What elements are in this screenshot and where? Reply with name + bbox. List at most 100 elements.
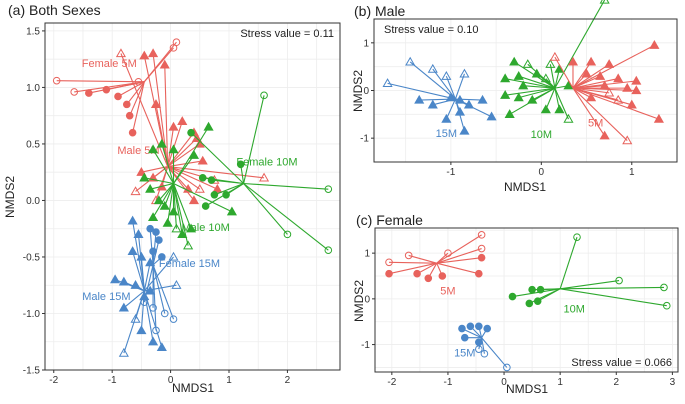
data-point: [136, 325, 147, 335]
data-point: [528, 285, 536, 294]
data-point: [599, 80, 610, 90]
data-point: [139, 172, 150, 182]
x-tick-label: 1: [226, 375, 232, 386]
data-point: [480, 349, 489, 358]
spoke: [152, 53, 169, 167]
data-point: [156, 342, 167, 352]
data-point: [545, 59, 556, 68]
data-point: [503, 363, 511, 372]
data-point: [197, 155, 208, 165]
spoke: [554, 87, 569, 120]
spoke: [554, 0, 606, 89]
data-point: [549, 51, 560, 61]
spoke: [167, 137, 198, 167]
panel-label: (c) Female: [356, 212, 423, 228]
spoke: [152, 149, 174, 184]
spoke: [572, 75, 601, 89]
data-point: [118, 302, 129, 312]
data-point: [454, 106, 465, 116]
data-point: [136, 251, 147, 261]
spoke: [243, 182, 329, 190]
data-point: [210, 191, 219, 199]
data-point: [194, 183, 205, 193]
spoke: [152, 264, 175, 320]
spoke: [388, 262, 437, 275]
data-point: [533, 297, 542, 305]
spoke: [117, 81, 145, 97]
group-female-10m: Female 10M: [187, 91, 333, 254]
y-tick-label: -1: [360, 134, 369, 145]
spoke: [132, 251, 145, 292]
data-point: [404, 251, 413, 260]
data-point: [155, 236, 163, 244]
data-point: [152, 228, 160, 236]
data-point: [133, 229, 144, 239]
spoke: [505, 87, 555, 96]
stress-value: Stress value = 0.066: [571, 357, 672, 369]
x-tick-label: 0: [168, 375, 174, 386]
data-point: [626, 99, 637, 109]
data-point: [477, 244, 486, 253]
data-point: [324, 185, 333, 193]
x-tick-label: -2: [49, 375, 58, 386]
data-point: [171, 223, 182, 233]
data-point: [226, 206, 237, 216]
panel-c: (c) Female 5M 10M 15M -2 -1 0 1 2 3 -1 0 1 NMDS1 NMDS2…: [352, 212, 679, 396]
spoke: [74, 81, 145, 93]
data-point: [540, 104, 551, 114]
plot-area: [45, 23, 340, 370]
spoke: [387, 82, 456, 100]
y-tick-label: 0: [364, 294, 370, 305]
data-point: [156, 138, 167, 148]
data-point: [604, 59, 615, 68]
data-point: [183, 240, 194, 250]
data-point: [405, 56, 416, 66]
y-axis-title: NMDS2: [351, 70, 365, 112]
data-point: [649, 40, 660, 49]
data-point: [162, 217, 173, 227]
spoke: [572, 87, 606, 137]
panel-b: (b) Male 15M 10M 5M -1 0 1 -1 0 1 NMDS1 NMDS2 Stress…: [351, 0, 678, 194]
data-point: [586, 92, 597, 102]
spoke: [152, 264, 166, 314]
spoke: [545, 87, 556, 110]
data-point: [187, 128, 195, 137]
x-tick-label: -1: [443, 377, 452, 388]
spoke: [161, 143, 175, 184]
data-point: [130, 186, 141, 196]
spoke: [518, 75, 556, 89]
spoke: [243, 183, 329, 251]
data-point: [475, 269, 483, 278]
spoke: [523, 85, 555, 89]
y-tick-label: -1.5: [23, 366, 41, 377]
data-point: [146, 224, 154, 233]
data-point: [466, 322, 475, 331]
x-tick-label: 0: [501, 377, 507, 388]
data-point: [52, 76, 61, 85]
data-point: [324, 246, 333, 254]
spoke: [158, 183, 174, 201]
spoke: [512, 288, 561, 298]
data-point: [536, 285, 545, 294]
spoke: [164, 64, 169, 167]
data-point: [622, 135, 633, 145]
stress-value: Stress value = 0.11: [240, 28, 334, 40]
y-axis-title: NMDS2: [352, 280, 366, 322]
group-10m: 10M: [500, 0, 610, 141]
spoke: [143, 41, 177, 83]
data-point: [660, 283, 668, 292]
data-point: [159, 59, 170, 69]
data-point: [653, 113, 664, 123]
group-5m: 5M: [549, 40, 664, 145]
plot-border: [44, 22, 341, 371]
data-point: [168, 144, 179, 154]
spoke: [167, 166, 218, 190]
y-tick-label: 0: [363, 86, 369, 97]
data-point: [459, 125, 470, 135]
spoke: [559, 236, 578, 289]
x-tick-label: 1: [557, 377, 563, 388]
group-label: 5M: [440, 285, 455, 297]
data-point: [185, 223, 197, 233]
y-tick-label: -1.0: [23, 309, 41, 320]
data-point: [159, 200, 170, 210]
